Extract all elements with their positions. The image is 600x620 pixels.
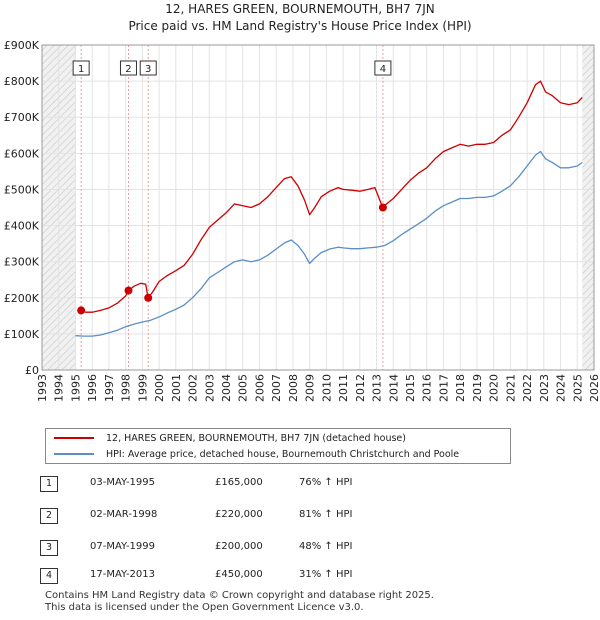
legend: 12, HARES GREEN, BOURNEMOUTH, BH7 7JN (d… xyxy=(45,428,511,464)
x-tick-label: 1995 xyxy=(69,374,82,402)
sale-marker-label: 3 xyxy=(145,64,151,75)
x-tick-label: 2008 xyxy=(287,374,300,402)
y-tick-label: £500K xyxy=(4,183,40,196)
x-tick-label: 2014 xyxy=(387,374,400,402)
x-tick-label: 2020 xyxy=(488,374,501,402)
x-tick-label: 2001 xyxy=(170,374,183,402)
license-text: This data is licensed under the Open Gov… xyxy=(45,602,364,613)
hatched-region xyxy=(582,45,594,370)
sale-hpi-change: 76% ↑ HPI xyxy=(299,477,353,488)
sale-hpi-change: 81% ↑ HPI xyxy=(299,509,353,520)
x-tick-label: 2011 xyxy=(337,374,350,402)
x-tick-label: 2016 xyxy=(421,374,434,402)
x-tick-label: 2018 xyxy=(454,374,467,402)
x-tick-label: 2000 xyxy=(153,374,166,402)
x-tick-label: 2025 xyxy=(571,374,584,402)
chart-subtitle: Price paid vs. HM Land Registry's House … xyxy=(128,19,472,33)
y-tick-label: £700K xyxy=(4,111,40,124)
x-tick-label: 2017 xyxy=(437,374,450,402)
x-tick-label: 2010 xyxy=(320,374,333,402)
sale-marker-box xyxy=(119,60,137,76)
plot-area xyxy=(42,45,594,370)
x-tick-label: 1999 xyxy=(136,374,149,402)
x-tick-label: 2015 xyxy=(404,374,417,402)
y-tick-label: £100K xyxy=(4,328,40,341)
hpi-series-line xyxy=(75,150,583,337)
sale-point xyxy=(124,286,133,295)
sale-date: 17-MAY-2013 xyxy=(90,569,156,580)
y-tick-label: £900K xyxy=(4,39,40,52)
x-tick-label: 2005 xyxy=(237,374,250,402)
x-tick-label: 2013 xyxy=(371,374,384,402)
x-tick-label: 1994 xyxy=(53,374,66,402)
copyright-text: Contains HM Land Registry data © Crown c… xyxy=(45,590,434,601)
table-row: 2 02-MAR-1998 £220,000 81% ↑ HPI xyxy=(40,506,460,526)
y-tick-label: £0 xyxy=(25,364,39,377)
x-tick-label: 2022 xyxy=(521,374,534,402)
sale-marker-box xyxy=(374,60,392,76)
x-tick-label: 2023 xyxy=(538,374,551,402)
x-tick-label: 2012 xyxy=(354,374,367,402)
sale-marker-box xyxy=(139,60,157,76)
price-chart: £0 £100K £200K £300K £400K £500K £600K £700K £80… xyxy=(4,39,600,402)
sale-date: 02-MAR-1998 xyxy=(90,509,158,520)
sale-number-badge: 1 xyxy=(40,476,58,492)
x-tick-label: 1996 xyxy=(86,374,99,402)
sale-price: £165,000 xyxy=(215,477,263,488)
sale-point xyxy=(144,293,153,302)
legend-item-hpi: HPI: Average price, detached house, Bour… xyxy=(54,446,459,462)
table-row: 1 03-MAY-1995 £165,000 76% ↑ HPI xyxy=(40,474,460,494)
footer: Contains HM Land Registry data © Crown c… xyxy=(45,590,434,614)
legend-swatch-hpi xyxy=(54,453,94,455)
legend-label-property: 12, HARES GREEN, BOURNEMOUTH, BH7 7JN (d… xyxy=(106,432,406,444)
x-tick-label: 2024 xyxy=(555,374,568,402)
sale-price: £200,000 xyxy=(215,541,263,552)
sale-number-badge: 4 xyxy=(40,568,58,584)
sale-point xyxy=(378,203,387,212)
table-row: 3 07-MAY-1999 £200,000 48% ↑ HPI xyxy=(40,538,460,558)
y-tick-label: £400K xyxy=(4,220,40,233)
chart-title: 12, HARES GREEN, BOURNEMOUTH, BH7 7JN xyxy=(165,2,435,16)
sale-marker-box xyxy=(72,60,90,76)
x-tick-label: 2004 xyxy=(220,374,233,402)
table-row: 4 17-MAY-2013 £450,000 31% ↑ HPI xyxy=(40,566,460,586)
y-tick-label: £600K xyxy=(4,147,40,160)
sale-point xyxy=(77,306,86,315)
x-tick-label: 2002 xyxy=(187,374,200,402)
legend-swatch-property xyxy=(54,437,94,439)
x-tick-label: 2003 xyxy=(203,374,216,402)
sale-number-badge: 2 xyxy=(40,508,58,524)
x-tick-label: 2021 xyxy=(504,374,517,402)
plot-border xyxy=(41,44,595,371)
y-tick-label: £300K xyxy=(4,256,40,269)
sale-price: £450,000 xyxy=(215,569,263,580)
sale-date: 07-MAY-1999 xyxy=(90,541,156,552)
sale-number-badge: 3 xyxy=(40,540,58,556)
y-tick-label: £200K xyxy=(4,292,40,305)
x-tick-label: 1993 xyxy=(36,374,49,402)
sale-price: £220,000 xyxy=(215,509,263,520)
legend-item-property: 12, HARES GREEN, BOURNEMOUTH, BH7 7JN (d… xyxy=(54,430,406,446)
x-tick-label: 2007 xyxy=(270,374,283,402)
x-tick-label: 1997 xyxy=(103,374,116,402)
x-tick-label: 2006 xyxy=(253,374,266,402)
legend-label-hpi: HPI: Average price, detached house, Bour… xyxy=(106,448,460,460)
x-tick-label: 1998 xyxy=(120,374,133,402)
sale-marker-label: 1 xyxy=(78,64,84,75)
sale-hpi-change: 48% ↑ HPI xyxy=(299,541,353,552)
sale-marker-label: 2 xyxy=(125,64,131,75)
sale-marker-label: 4 xyxy=(380,64,386,75)
sale-date: 03-MAY-1995 xyxy=(90,477,156,488)
y-tick-label: £800K xyxy=(4,75,40,88)
x-tick-label: 2019 xyxy=(471,374,484,402)
x-tick-label: 2009 xyxy=(304,374,317,402)
x-tick-label: 2026 xyxy=(588,374,600,402)
sale-hpi-change: 31% ↑ HPI xyxy=(299,569,353,580)
